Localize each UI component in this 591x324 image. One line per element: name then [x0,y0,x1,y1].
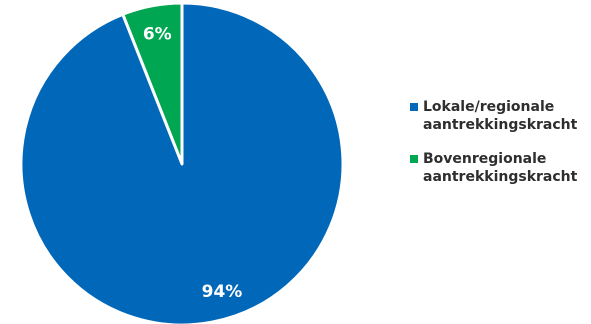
legend: Lokale/regionale aantrekkingskracht Bove… [410,98,591,202]
legend-item-lokale-regionale: Lokale/regionale aantrekkingskracht [410,98,591,134]
legend-swatch-bovenregionale [410,155,418,163]
legend-label-line2: aantrekkingskracht [423,117,578,133]
legend-label-line1: Lokale/regionale [423,99,555,115]
pie-slice-1 [19,1,345,324]
legend-label-line1: Bovenregionale [423,151,547,167]
legend-item-bovenregionale: Bovenregionale aantrekkingskracht [410,150,591,186]
slice-label-1: 94% [202,282,243,302]
legend-label-line2: aantrekkingskracht [423,169,578,185]
slice-label-0: 6% [143,24,172,44]
legend-swatch-lokale-regionale [410,103,418,111]
